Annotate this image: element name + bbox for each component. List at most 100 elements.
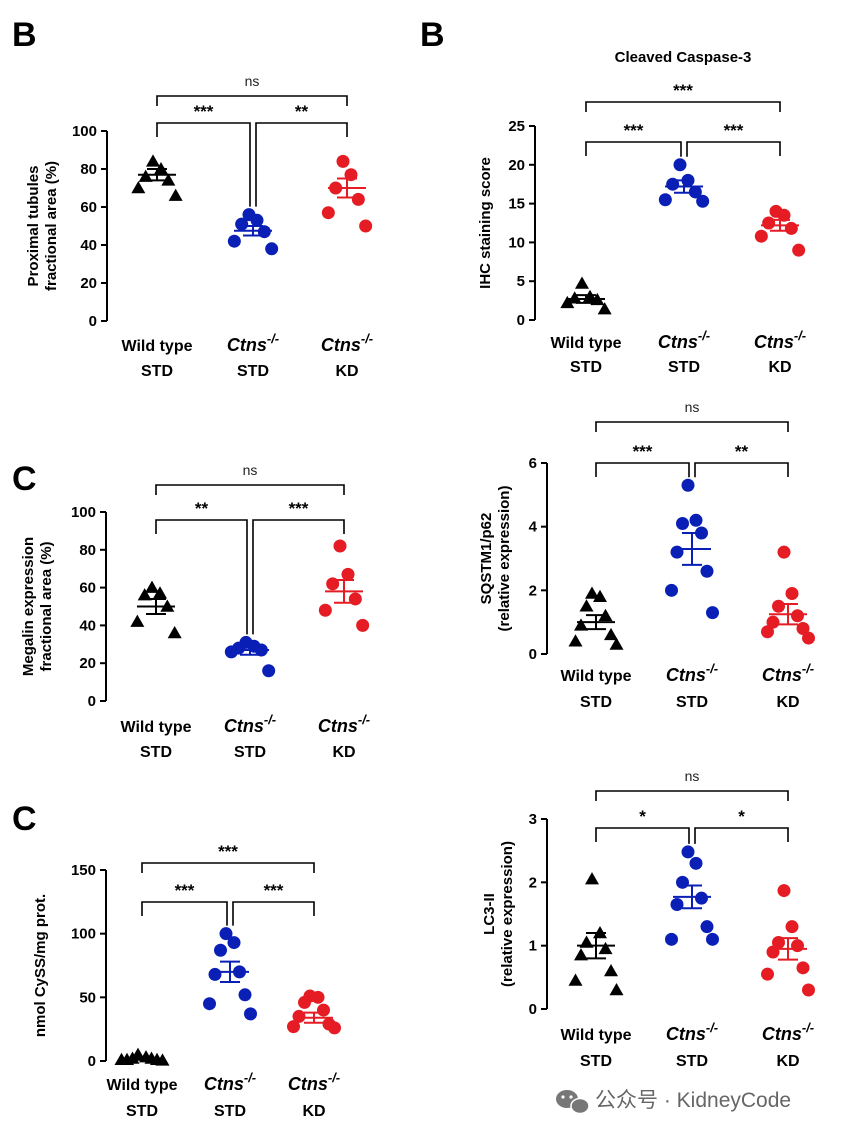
data-point-circle (227, 936, 241, 950)
data-point-circle (224, 645, 238, 659)
y-axis-title: Proximal tubulesfractional area (%) (25, 161, 60, 291)
data-point-circle (333, 539, 347, 553)
data-point-triangle (137, 588, 152, 601)
significance-bracket (252, 519, 345, 635)
y-tick-label: 20 (79, 655, 96, 672)
data-point-circle (772, 599, 785, 613)
x-category-sublabel: STD (580, 694, 612, 711)
x-category-label: Ctns-/- (321, 331, 373, 355)
data-point-circle (766, 945, 780, 959)
x-category-label: Ctns-/- (318, 712, 370, 736)
x-category-name: Wild type (122, 338, 193, 355)
data-point-circle (265, 242, 279, 256)
significance-label: * (738, 807, 745, 826)
data-point-circle (292, 1009, 306, 1023)
x-category-name: Ctns (762, 665, 802, 685)
y-tick-label: 15 (508, 196, 525, 213)
significance-label: ** (295, 102, 309, 121)
x-category-superscript: -/- (358, 712, 370, 727)
x-category-sublabel: STD (126, 1103, 158, 1120)
y-axis-title-line: fractional area (%) (43, 161, 60, 291)
chart-proximal-tubules: 0 20 40 60 80 100 Proximal tubulesfractional a… (25, 73, 373, 380)
significance-bracket (686, 141, 781, 157)
data-point-triangle (574, 948, 588, 961)
y-tick-label: 5 (517, 273, 525, 290)
data-point-circle (802, 631, 815, 645)
significance-bracket (585, 141, 682, 157)
data-point-triangle (593, 589, 607, 602)
significance-label: *** (624, 121, 644, 140)
y-axis-title-line: (relative expression) (496, 486, 513, 632)
significance-label: * (639, 807, 646, 826)
x-category-superscript: -/- (361, 331, 373, 346)
data-point-triangle (585, 586, 599, 599)
data-point-circle (785, 920, 799, 934)
x-category-sublabel: KD (335, 363, 358, 380)
x-category-label: Wild type (122, 338, 193, 355)
data-point-circle (676, 516, 689, 530)
y-axis-title-line: fractional area (%) (38, 541, 55, 671)
data-point-circle (219, 927, 233, 941)
x-category-label: Ctns-/- (762, 661, 814, 685)
data-point-triangle (598, 941, 613, 955)
x-category-name: Wild type (107, 1077, 178, 1094)
x-category-name: Ctns (318, 716, 358, 736)
chart-cystine-content: 0 50 100 150 nmol CySS/mg prot. Wild type STD C… (32, 842, 341, 1120)
data-point-circle (238, 988, 252, 1002)
x-category-name: Wild type (121, 719, 192, 736)
x-category-label: Ctns-/- (658, 328, 710, 352)
y-tick-label: 100 (72, 123, 97, 140)
data-point-circle (762, 216, 776, 230)
y-tick-label: 1 (529, 938, 537, 955)
data-point-circle (328, 1021, 341, 1035)
y-tick-label: 0 (529, 1001, 537, 1018)
significance-bracket (155, 484, 345, 495)
data-point-triangle (597, 302, 612, 315)
x-category-name: Ctns (224, 716, 264, 736)
data-point-circle (688, 185, 702, 199)
x-category-label: Ctns-/- (666, 1020, 718, 1044)
data-point-triangle (567, 291, 582, 304)
panel-letter-c-mid: C (12, 460, 37, 498)
significance-bracket (255, 122, 348, 207)
y-tick-label: 150 (71, 862, 96, 879)
x-category-name: Wild type (561, 668, 632, 685)
y-tick-label: 0 (529, 646, 537, 663)
data-point-circle (761, 625, 774, 639)
x-category-label: Ctns-/- (288, 1070, 340, 1094)
x-category-label: Wild type (551, 335, 622, 352)
x-category-sublabel: STD (676, 694, 708, 711)
x-category-label: Ctns-/- (666, 661, 718, 685)
x-category-name: Ctns (288, 1074, 328, 1094)
data-point-triangle (575, 276, 589, 289)
data-point-triangle (114, 1052, 129, 1065)
data-point-circle (777, 884, 791, 898)
significance-label: *** (194, 102, 214, 121)
chart-megalin-expression: 0 20 40 60 80 100 Megalin expressionfractional… (20, 462, 370, 761)
x-category-label: Ctns-/- (204, 1070, 256, 1094)
data-point-circle (321, 206, 335, 220)
data-point-triangle (167, 625, 182, 639)
data-point-circle (796, 622, 810, 636)
data-point-circle (670, 545, 684, 559)
significance-bracket (232, 901, 315, 926)
x-category-sublabel: KD (768, 359, 791, 376)
panel-letter-b-right: B (420, 16, 445, 54)
significance-label: ns (685, 399, 700, 415)
data-point-triangle (604, 627, 618, 641)
chart-cleaved-caspase3: Cleaved Caspase-3 0 5 10 15 20 25 IHC staining … (477, 49, 806, 376)
data-point-circle (784, 221, 798, 235)
x-category-superscript: -/- (328, 1070, 340, 1085)
y-axis-title: nmol CySS/mg prot. (32, 894, 49, 1037)
x-category-superscript: -/- (698, 328, 710, 343)
significance-bracket (585, 101, 781, 112)
y-tick-label: 2 (529, 582, 537, 599)
data-point-triangle (155, 1053, 170, 1066)
x-category-name: Ctns (321, 335, 361, 355)
x-category-label: Wild type (561, 668, 632, 685)
x-category-sublabel: STD (141, 363, 173, 380)
x-category-label: Wild type (561, 1027, 632, 1044)
data-point-circle (262, 664, 276, 678)
y-tick-label: 60 (79, 580, 96, 597)
